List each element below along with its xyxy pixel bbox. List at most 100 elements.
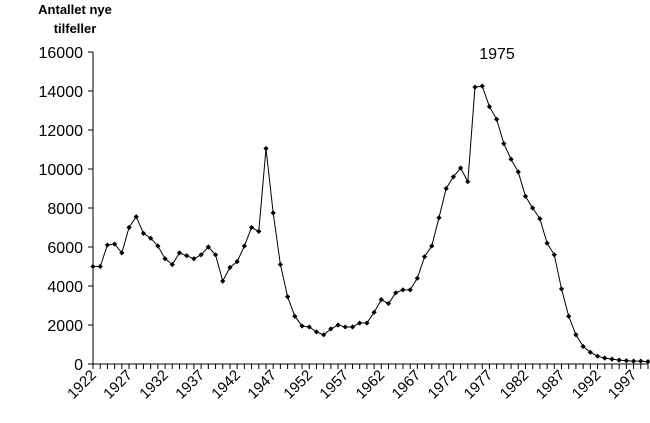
- data-point: [486, 104, 493, 110]
- data-point: [472, 84, 478, 90]
- x-tick-label: 1922: [64, 367, 100, 403]
- data-point: [450, 174, 456, 180]
- x-tick-label: 1937: [172, 367, 208, 403]
- data-point: [400, 287, 406, 293]
- data-point: [587, 349, 593, 355]
- data-point: [566, 313, 572, 319]
- data-point: [277, 261, 284, 268]
- data-point: [594, 353, 601, 359]
- y-axis-title-line-1: Antallet nye: [38, 2, 112, 17]
- data-point: [479, 83, 485, 89]
- x-tick-label: 1952: [280, 367, 316, 403]
- data-point: [508, 156, 514, 162]
- data-point: [133, 214, 139, 220]
- data-point: [616, 357, 622, 363]
- data-point: [378, 297, 384, 303]
- data-point: [630, 358, 637, 364]
- data-point: [623, 358, 629, 364]
- data-point: [119, 250, 125, 256]
- data-point: [537, 216, 543, 222]
- series-line: [93, 85, 649, 363]
- y-tick-label: 16000: [39, 45, 84, 62]
- x-tick-label: 1932: [136, 367, 172, 403]
- peak-annotation: 1975: [479, 46, 515, 63]
- y-tick-label: 14000: [39, 84, 84, 101]
- data-point: [335, 322, 341, 328]
- data-point: [558, 286, 565, 292]
- data-point: [421, 254, 428, 260]
- x-tick-label: 1942: [208, 367, 244, 403]
- axes: 0 2000 4000 6000 8000 10000 12000 14000 16000 192…: [39, 45, 649, 402]
- data-point: [270, 210, 276, 216]
- data-point: [494, 116, 500, 122]
- data-point: [580, 343, 586, 350]
- data-point: [357, 320, 363, 326]
- x-tick-label: 1987: [533, 367, 569, 403]
- data-point: [234, 259, 240, 265]
- data-point: [342, 324, 348, 330]
- x-tick-label: 1982: [497, 367, 533, 403]
- data-point: [148, 235, 154, 241]
- y-tick-label: 12000: [39, 123, 84, 140]
- data-point: [191, 256, 197, 262]
- data-point: [241, 243, 247, 249]
- data-point: [371, 309, 377, 315]
- data-point: [321, 332, 327, 338]
- data-point: [306, 324, 312, 330]
- data-point: [176, 250, 183, 256]
- data-point: [162, 256, 168, 262]
- data-point: [530, 205, 536, 211]
- y-tick-label: 6000: [47, 240, 83, 257]
- data-point: [155, 243, 161, 249]
- data-point: [457, 165, 464, 171]
- x-tick-label: 1927: [100, 367, 136, 403]
- data-point: [285, 294, 291, 300]
- data-point: [414, 275, 420, 281]
- data-point: [443, 185, 449, 192]
- data-point: [97, 263, 103, 270]
- y-tick-label: 0: [74, 357, 83, 374]
- x-tick-label: 1997: [605, 367, 641, 403]
- data-point: [465, 179, 471, 185]
- data-point: [551, 252, 557, 258]
- y-tick-label: 4000: [47, 279, 83, 296]
- y-axis-title-line-2: tilfeller: [53, 21, 97, 36]
- data-point: [299, 323, 305, 329]
- data-point: [645, 359, 650, 365]
- data-point: [212, 252, 219, 258]
- x-tick-label: 1962: [353, 367, 389, 403]
- y-tick-label: 10000: [39, 162, 84, 179]
- data-point: [256, 228, 262, 234]
- data-point: [140, 230, 147, 236]
- data-point: [227, 264, 233, 271]
- data-point: [609, 356, 615, 362]
- data-point: [349, 324, 356, 330]
- data-point: [198, 252, 204, 258]
- x-tick-label: 1977: [461, 367, 497, 403]
- data-point: [515, 169, 521, 175]
- data-point: [501, 141, 507, 147]
- data-point: [313, 329, 320, 335]
- x-tick-label: 1957: [316, 367, 352, 403]
- data-point: [393, 290, 399, 296]
- data-point: [220, 278, 226, 284]
- series-layer: [90, 83, 650, 365]
- data-point: [364, 320, 370, 326]
- x-tick-label: 1947: [244, 367, 280, 403]
- data-point: [90, 263, 96, 270]
- data-point: [602, 355, 608, 361]
- x-tick-label: 1972: [425, 367, 461, 403]
- y-tick-label: 2000: [47, 318, 83, 335]
- data-point: [407, 287, 413, 293]
- data-point: [385, 300, 392, 307]
- data-point: [248, 224, 255, 231]
- data-point: [184, 253, 190, 259]
- data-point: [169, 261, 175, 268]
- x-tick-label: 1992: [569, 367, 605, 403]
- y-tick-label: 8000: [47, 201, 83, 218]
- y-axis-title: Antallet nye tilfeller: [0, 0, 150, 38]
- data-point: [436, 215, 442, 221]
- data-point: [328, 326, 334, 332]
- data-point: [429, 243, 435, 249]
